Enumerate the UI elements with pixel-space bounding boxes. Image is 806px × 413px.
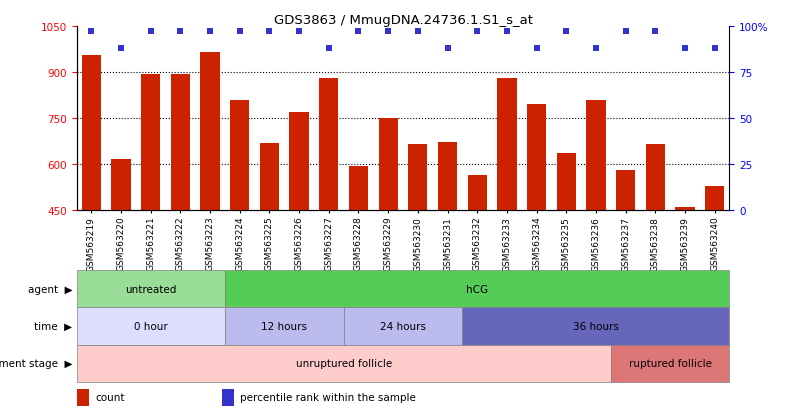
Bar	[646, 145, 665, 211]
Point	[263, 29, 276, 36]
Bar	[171, 74, 190, 211]
Point	[708, 45, 721, 52]
Point	[530, 45, 543, 52]
Bar	[675, 208, 695, 211]
Bar	[349, 166, 368, 211]
Text: agent  ▶: agent ▶	[28, 284, 73, 294]
Bar	[616, 171, 635, 211]
Point	[114, 45, 127, 52]
Text: 24 hours: 24 hours	[380, 321, 426, 331]
Text: time  ▶: time ▶	[35, 321, 73, 331]
Point	[204, 29, 217, 36]
Bar	[438, 142, 457, 211]
Point	[649, 29, 662, 36]
Bar	[557, 154, 575, 211]
Point	[559, 29, 572, 36]
Bar	[231, 100, 249, 211]
Point	[322, 45, 335, 52]
Point	[234, 29, 247, 36]
Text: unruptured follicle: unruptured follicle	[296, 358, 392, 368]
Bar	[705, 186, 725, 211]
Text: ruptured follicle: ruptured follicle	[629, 358, 712, 368]
Text: percentile rank within the sample: percentile rank within the sample	[240, 392, 416, 403]
Text: untreated: untreated	[125, 284, 177, 294]
Bar	[141, 74, 160, 211]
Point	[144, 29, 157, 36]
Text: 0 hour: 0 hour	[134, 321, 168, 331]
Text: 36 hours: 36 hours	[573, 321, 619, 331]
Text: count: count	[95, 392, 125, 403]
Text: 12 hours: 12 hours	[261, 321, 307, 331]
Point	[85, 29, 98, 36]
Point	[293, 29, 305, 36]
Point	[679, 45, 692, 52]
Point	[471, 29, 484, 36]
Point	[619, 29, 632, 36]
Point	[411, 29, 424, 36]
Text: development stage  ▶: development stage ▶	[0, 358, 73, 368]
Bar	[497, 79, 517, 211]
Bar	[319, 79, 339, 211]
Bar	[81, 56, 101, 211]
Point	[382, 29, 395, 36]
Point	[501, 29, 513, 36]
Text: hCG: hCG	[466, 284, 488, 294]
Bar	[289, 113, 309, 211]
Point	[441, 45, 454, 52]
Bar	[201, 53, 220, 211]
Bar	[586, 100, 605, 211]
Bar	[408, 145, 427, 211]
Point	[589, 45, 602, 52]
Bar	[467, 176, 487, 211]
Bar	[111, 159, 131, 211]
Bar	[260, 143, 279, 211]
Bar	[527, 105, 546, 211]
Bar	[379, 119, 398, 211]
Text: GDS3863 / MmugDNA.24736.1.S1_s_at: GDS3863 / MmugDNA.24736.1.S1_s_at	[273, 14, 533, 27]
Point	[174, 29, 187, 36]
Point	[352, 29, 365, 36]
